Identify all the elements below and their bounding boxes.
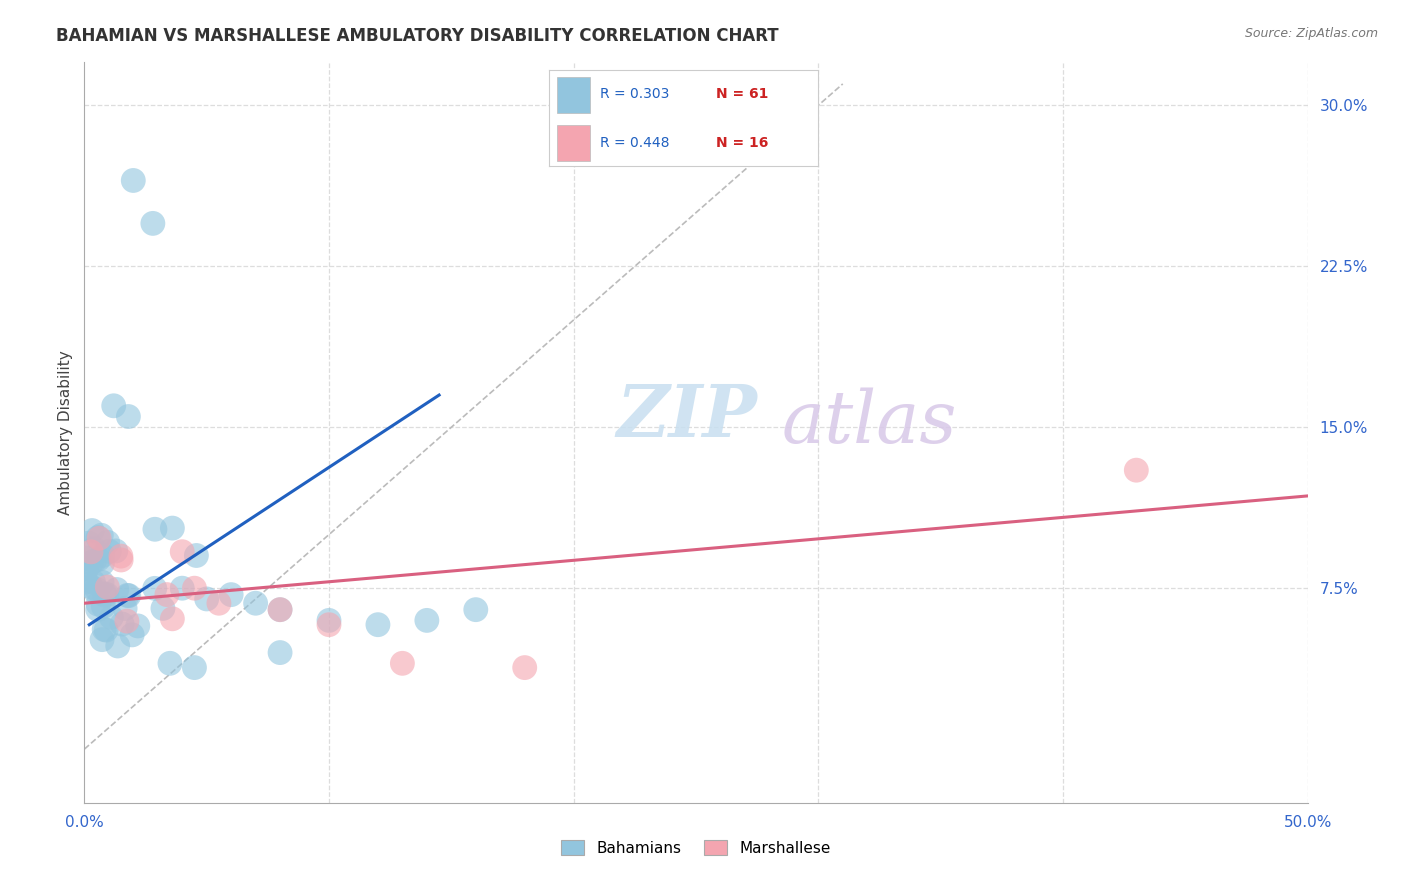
Point (83, 541, 105, 556)
Point (152, 601, 174, 615)
Point (464, 602, 486, 616)
Point (183, 581, 205, 595)
Legend: Bahamians, Marshallese: Bahamians, Marshallese (555, 834, 837, 862)
Point (110, 553, 132, 567)
Point (86, 582, 108, 597)
Point (80, 545, 103, 559)
Y-axis label: Ambulatory Disability: Ambulatory Disability (58, 351, 73, 515)
Point (76, 561, 98, 575)
Point (76, 551, 98, 566)
Point (90, 528, 112, 542)
Point (89, 531, 111, 545)
Point (100, 610, 122, 624)
Point (162, 612, 184, 626)
Point (183, 660, 205, 674)
Point (96, 580, 118, 594)
Point (269, 646, 291, 660)
Point (156, 588, 179, 602)
Point (121, 628, 143, 642)
Point (159, 657, 181, 671)
Point (93, 623, 115, 637)
Point (416, 614, 439, 628)
Text: atlas: atlas (782, 388, 957, 458)
Point (93, 599, 115, 614)
Point (186, 549, 208, 563)
Point (91, 549, 114, 563)
Text: Source: ZipAtlas.com: Source: ZipAtlas.com (1244, 27, 1378, 40)
Point (91, 575, 114, 590)
Point (114, 601, 136, 615)
Point (143, 582, 166, 596)
Point (318, 614, 340, 628)
Point (513, 660, 536, 674)
Point (122, 173, 145, 187)
Point (172, 581, 194, 595)
Point (97, 535, 120, 549)
Point (91, 557, 114, 571)
Point (107, 639, 129, 653)
Point (318, 617, 340, 632)
Point (87, 597, 110, 611)
Point (208, 596, 231, 610)
Point (367, 617, 389, 632)
Point (103, 399, 125, 413)
Point (117, 588, 139, 602)
Point (80, 524, 103, 538)
Point (127, 619, 149, 633)
Point (80, 580, 103, 594)
Point (143, 522, 166, 536)
Point (118, 589, 141, 603)
Point (75, 566, 97, 581)
Point (269, 602, 291, 616)
Point (195, 591, 218, 606)
Point (219, 588, 242, 602)
Point (172, 545, 194, 559)
Point (105, 582, 128, 597)
Point (245, 596, 267, 610)
Point (94, 587, 117, 601)
Point (104, 544, 127, 558)
Point (142, 216, 165, 230)
Point (1125, 463, 1147, 477)
Point (91, 632, 114, 647)
Point (117, 409, 139, 424)
Point (87, 602, 110, 616)
Point (391, 657, 413, 671)
Point (94, 623, 117, 637)
Point (83, 575, 105, 590)
Point (110, 549, 132, 563)
Text: BAHAMIAN VS MARSHALLESE AMBULATORY DISABILITY CORRELATION CHART: BAHAMIAN VS MARSHALLESE AMBULATORY DISAB… (56, 27, 779, 45)
Point (83, 554, 105, 568)
Point (96, 587, 118, 601)
Text: ZIP: ZIP (616, 381, 758, 452)
Point (75, 574, 97, 589)
Point (77, 536, 100, 550)
Point (87, 531, 110, 545)
Point (111, 617, 134, 632)
Point (162, 521, 184, 535)
Point (84, 584, 107, 599)
Point (98, 544, 121, 558)
Point (87, 552, 110, 566)
Point (93, 588, 115, 602)
Point (80, 556, 103, 570)
Point (269, 602, 291, 616)
Point (115, 614, 138, 628)
